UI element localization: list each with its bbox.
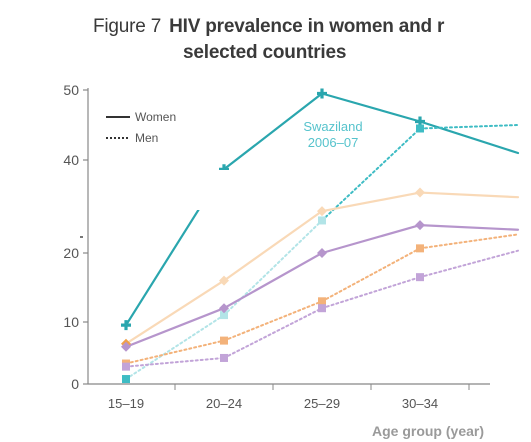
series-line-swaziland-men — [419, 124, 519, 130]
figure-number: Figure 7 — [93, 16, 162, 37]
data-point-orange-women — [415, 187, 425, 198]
series-line-purple-men — [419, 249, 519, 279]
data-point-orange-men — [416, 244, 424, 253]
series-line-purple-women — [320, 224, 422, 255]
series-line-orange-men — [223, 300, 323, 342]
data-point-swaziland-men — [416, 124, 424, 133]
series-line-purple-women — [222, 251, 324, 310]
y-tick-label: 50 — [63, 82, 79, 98]
chart-legend: Women Men — [106, 110, 176, 145]
series-line-purple-men — [223, 307, 323, 359]
data-point-purple-men — [318, 304, 326, 313]
legend-women-label: Women — [135, 110, 176, 124]
series-line-purple-women — [418, 224, 520, 231]
y-tick-label: 40 — [63, 152, 79, 168]
chart-markers — [121, 88, 425, 384]
series-line-swaziland-women — [222, 92, 324, 171]
y-tick-label: 10 — [63, 314, 79, 330]
series-line-orange-women — [418, 191, 520, 199]
figure-title-text: HIV prevalence in women and r — [169, 16, 445, 37]
legend-men-label: Men — [135, 131, 158, 145]
series-line-orange-men — [419, 233, 519, 250]
annotation-country: Swaziland — [303, 119, 362, 134]
data-point-purple-women — [219, 303, 229, 314]
data-point-swaziland-men — [122, 375, 130, 384]
data-point-orange-men — [220, 336, 228, 345]
data-point-purple-men — [122, 362, 130, 371]
x-tick-label: 20–24 — [206, 396, 242, 411]
data-point-swaziland-men — [318, 216, 326, 225]
data-point-purple-men — [220, 353, 228, 362]
y-tick-label: 20 — [63, 245, 79, 261]
data-point-purple-women — [121, 341, 131, 352]
series-line-swaziland-women — [418, 120, 520, 155]
series-line-purple-men — [125, 356, 225, 368]
series-line-orange-women — [124, 279, 226, 345]
series-line-swaziland-men — [125, 314, 225, 381]
annotation-period: 2006–07 — [308, 135, 359, 150]
series-line-swaziland-men — [321, 127, 421, 222]
x-tick-label: 15–19 — [108, 396, 144, 411]
series-line-orange-men — [321, 247, 421, 303]
x-tick-label: 30–34 — [402, 396, 438, 411]
series-line-swaziland-women — [320, 92, 422, 123]
series-line-purple-women — [124, 307, 226, 348]
figure-subtitle: selected countries — [183, 42, 347, 63]
chart-series — [124, 92, 520, 381]
x-axis-label: Age group (year) — [372, 423, 484, 439]
data-point-orange-men — [318, 297, 326, 306]
data-point-purple-men — [416, 273, 424, 282]
series-line-orange-women — [320, 191, 422, 213]
data-point-purple-women — [317, 248, 327, 258]
data-point-purple-women — [415, 220, 425, 231]
data-point-orange-women — [317, 206, 327, 217]
data-point-swaziland-women — [121, 320, 131, 331]
series-line-orange-women — [222, 210, 324, 282]
series-line-orange-men — [125, 339, 225, 365]
x-tick-label: 25–29 — [304, 396, 340, 411]
data-point-swaziland-men — [220, 311, 228, 320]
image-occlusion-patch — [120, 170, 310, 210]
chart-axes: 0 10 20 40 50 15–19 20–24 25–29 30–34 — [63, 82, 490, 411]
series-line-purple-men — [321, 276, 421, 310]
figure-title: Figure 7 HIV prevalence in women and r — [93, 16, 444, 38]
data-point-swaziland-women — [317, 88, 327, 99]
y-tick-label: 0 — [71, 376, 79, 392]
data-point-orange-women — [219, 275, 229, 286]
